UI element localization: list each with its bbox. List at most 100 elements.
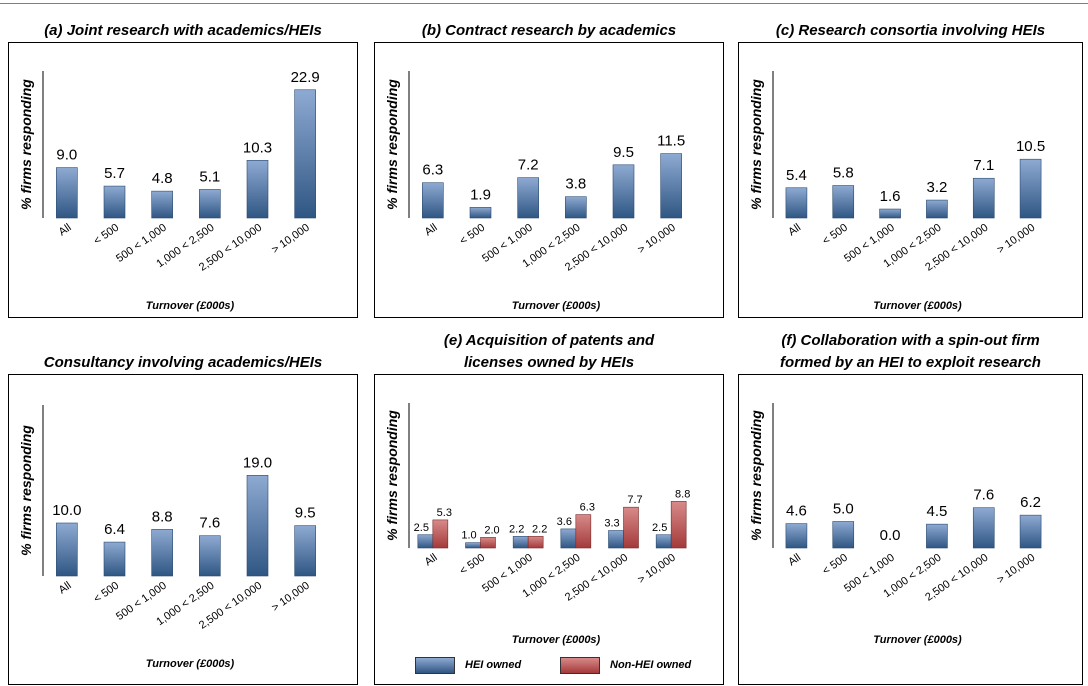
data-label-hei: 2.5 xyxy=(652,522,667,534)
data-label: 9.5 xyxy=(613,144,634,161)
panel-c: % firms responding Turnover (£000s) 5.4 All… xyxy=(738,42,1083,318)
legend-label-hei: HEI owned xyxy=(465,659,522,671)
bar xyxy=(56,167,78,219)
data-label-hei: 3.6 xyxy=(557,516,572,528)
data-label: 6.4 xyxy=(104,521,125,538)
data-label: 3.2 xyxy=(926,179,947,196)
bar xyxy=(151,529,173,577)
y-axis-label: % firms responding xyxy=(748,79,764,210)
bar xyxy=(56,522,78,577)
data-label-hei: 1.0 xyxy=(461,530,476,542)
data-label-nonhei: 8.8 xyxy=(675,488,690,500)
bar-nonhei xyxy=(623,506,639,549)
data-label: 9.0 xyxy=(56,147,77,164)
data-label: 5.8 xyxy=(833,165,854,182)
panel-d-title: Consultancy involving academics/HEIs xyxy=(43,354,323,371)
panel-d-chart: % firms responding Turnover (£000s) 10.0 Al… xyxy=(18,405,316,670)
data-label: 5.4 xyxy=(786,167,807,184)
panel-e-chart: % firms responding Turnover (£000s) 2.5 5.3… xyxy=(384,403,690,646)
data-label: 4.5 xyxy=(926,503,947,520)
x-axis-label: Turnover (£000s) xyxy=(512,300,601,312)
data-label: 9.5 xyxy=(295,505,316,522)
bar xyxy=(565,196,587,219)
data-label: 19.0 xyxy=(243,454,272,471)
bar xyxy=(151,190,173,219)
bar-nonhei xyxy=(670,501,687,549)
x-tick-label: All xyxy=(423,222,440,239)
bar xyxy=(972,507,995,549)
x-tick-label: > 10,000 xyxy=(636,222,678,257)
legend-item-hei: HEI owned xyxy=(415,655,521,675)
x-axis-label: Turnover (£000s) xyxy=(873,634,962,646)
panel-d: % firms responding Turnover (£000s) 10.0 Al… xyxy=(8,374,358,685)
data-label: 10.3 xyxy=(243,139,272,156)
data-label: 5.0 xyxy=(833,501,854,518)
legend-swatch-nonhei xyxy=(560,656,600,674)
y-axis-label: % firms responding xyxy=(384,79,400,210)
panel-e: % firms responding Turnover (£000s) 2.5 5.3… xyxy=(374,374,724,685)
bar xyxy=(926,199,948,219)
data-label-nonhei: 5.3 xyxy=(437,507,452,519)
x-tick-label: All xyxy=(423,552,440,569)
bar xyxy=(972,177,995,219)
panel-e-title-line-2: licenses owned by HEIs xyxy=(463,354,635,371)
data-label: 11.5 xyxy=(657,133,685,150)
x-tick-label: > 10,000 xyxy=(270,580,312,615)
x-axis-label: Turnover (£000s) xyxy=(146,300,235,312)
bar xyxy=(926,523,948,549)
panel-f-chart: % firms responding Turnover (£000s) 4.6 All… xyxy=(748,403,1042,646)
y-axis-label: % firms responding xyxy=(18,425,34,556)
data-label-hei: 3.3 xyxy=(604,518,619,530)
x-tick-label: > 10,000 xyxy=(995,222,1037,257)
data-label-nonhei: 2.0 xyxy=(484,524,499,536)
bar xyxy=(832,521,855,549)
bar xyxy=(785,187,808,219)
x-tick-label: < 500 xyxy=(820,222,850,248)
bar-hei xyxy=(417,534,434,549)
panel-e-title-line-1: (e) Acquisition of patents and xyxy=(443,332,655,349)
bar xyxy=(1019,514,1042,549)
x-tick-label: > 10,000 xyxy=(270,222,312,257)
x-tick-label: < 500 xyxy=(820,552,850,578)
panel-a-chart: % firms responding Turnover (£000s) 9.0 All… xyxy=(18,69,320,312)
bar-hei xyxy=(465,542,481,549)
panel-f-title-line-1: (f) Collaboration with a spin-out firm xyxy=(781,332,1040,349)
data-label: 6.2 xyxy=(1020,494,1041,511)
panel-b-chart: % firms responding Turnover (£000s) 6.3 All… xyxy=(384,71,685,312)
y-axis-label: % firms responding xyxy=(18,79,34,210)
data-label: 5.7 xyxy=(104,165,125,182)
data-label-nonhei: 2.2 xyxy=(532,523,547,535)
data-label-hei: 2.5 xyxy=(414,522,429,534)
legend: HEI owned Non-HEI owned xyxy=(415,653,715,677)
panel-a-title: (a) Joint research with academics/HEIs xyxy=(44,22,322,39)
bar xyxy=(612,164,635,219)
bar xyxy=(103,541,126,577)
data-label: 1.6 xyxy=(880,188,901,205)
x-axis-label: Turnover (£000s) xyxy=(873,300,962,312)
bar-nonhei xyxy=(527,536,544,549)
bar xyxy=(517,177,539,219)
data-label-hei: 2.2 xyxy=(509,523,524,535)
bar xyxy=(832,185,855,219)
bar xyxy=(246,160,269,219)
data-label: 1.9 xyxy=(470,186,491,203)
bar xyxy=(199,535,221,577)
panel-a: % firms responding Turnover (£000s) 9.0 All… xyxy=(8,42,358,318)
bar xyxy=(469,207,492,219)
x-tick-label: All xyxy=(57,222,74,239)
data-label: 7.6 xyxy=(973,487,994,504)
data-label: 10.0 xyxy=(52,502,81,519)
x-axis-label: Turnover (£000s) xyxy=(512,634,601,646)
bar-hei xyxy=(608,530,624,549)
bar xyxy=(103,185,126,219)
data-label: 10.5 xyxy=(1016,138,1045,155)
panel-f: % firms responding Turnover (£000s) 4.6 All… xyxy=(738,374,1083,685)
bar xyxy=(199,189,221,219)
bar xyxy=(294,89,316,219)
y-axis-label: % firms responding xyxy=(748,410,764,541)
x-tick-label: > 10,000 xyxy=(995,552,1037,587)
bar-hei xyxy=(512,536,529,549)
bar xyxy=(246,475,269,577)
panel-c-chart: % firms responding Turnover (£000s) 5.4 All… xyxy=(748,71,1045,312)
bar xyxy=(422,182,444,219)
